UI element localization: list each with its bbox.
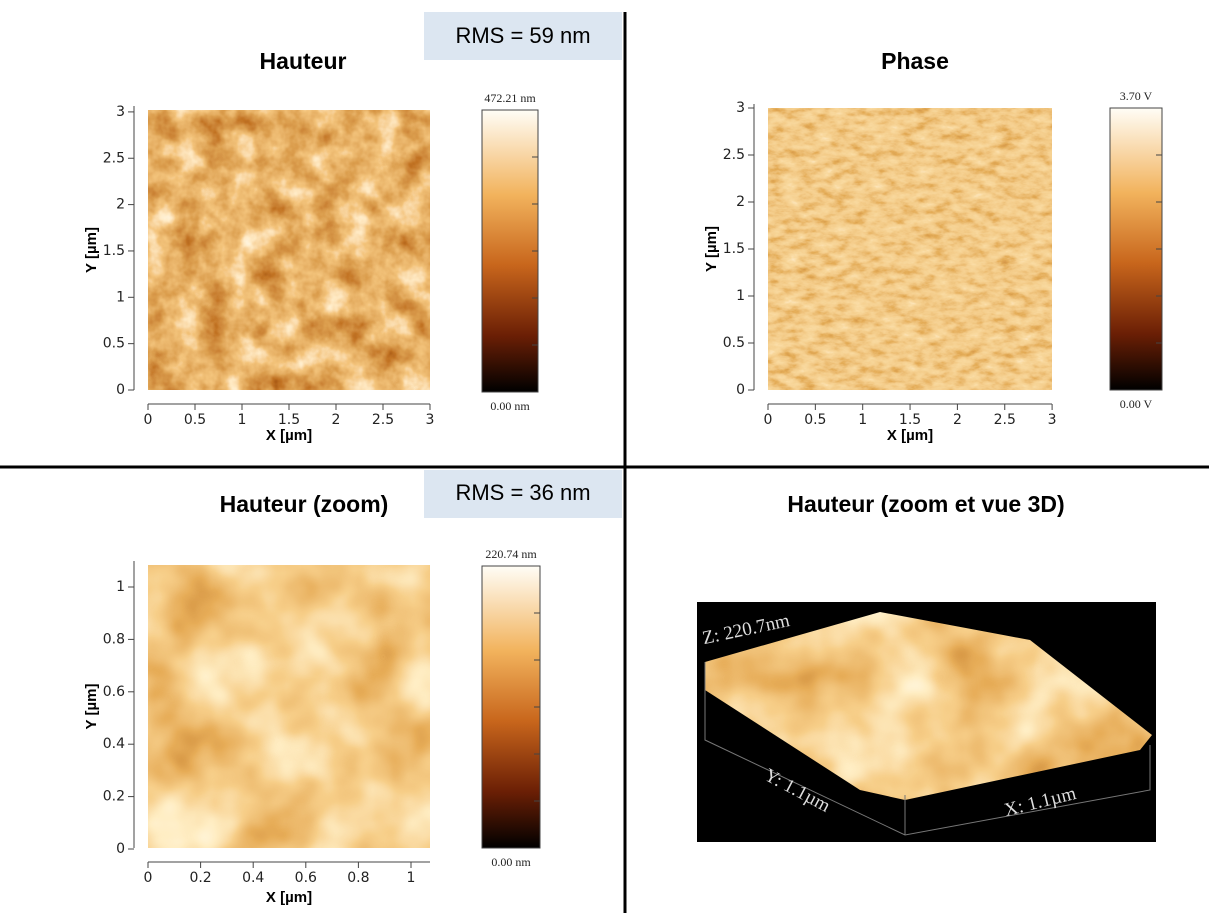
y-tick-label: 3	[116, 104, 125, 120]
x-tick-label: 3	[426, 412, 435, 428]
colorbar-min: 0.00 V	[1120, 397, 1153, 411]
x-tick-label: 0	[144, 412, 153, 428]
y-tick-label: 2	[116, 197, 125, 213]
x-axis-label: X [µm]	[887, 427, 933, 444]
y-tick-label: 3	[736, 100, 745, 116]
x-tick-label: 0.6	[295, 870, 317, 886]
y-tick-label: 1.5	[723, 241, 745, 257]
y-tick-label: 0.4	[103, 736, 125, 752]
colorbar-min: 0.00 nm	[491, 855, 531, 869]
x-axis-label: X [µm]	[266, 427, 312, 444]
afm-image	[148, 110, 430, 390]
x-tick-label: 1	[238, 412, 247, 428]
y-axis-label: Y [µm]	[83, 227, 100, 273]
x-axis-label: X [µm]	[266, 889, 312, 906]
rms-box	[424, 470, 622, 518]
panel-title: Hauteur (zoom et vue 3D)	[787, 491, 1064, 517]
x-tick-label: 0.4	[242, 870, 264, 886]
x-tick-label: 0.5	[184, 412, 206, 428]
y-tick-label: 2.5	[103, 150, 125, 166]
x-tick-label: 1.5	[899, 412, 921, 428]
panel-title: Hauteur (zoom)	[220, 491, 389, 517]
x-tick-label: 0.2	[189, 870, 211, 886]
colorbar-max: 220.74 nm	[485, 547, 537, 561]
rms-label: RMS = 59 nm	[455, 23, 590, 48]
y-axis-label: Y [µm]	[703, 226, 720, 272]
colorbar-max: 3.70 V	[1120, 89, 1153, 103]
x-tick-label: 2	[953, 412, 962, 428]
x-tick-label: 2.5	[994, 412, 1016, 428]
y-tick-label: 2.5	[723, 147, 745, 163]
y-tick-label: 0.5	[103, 336, 125, 352]
panel-title: Hauteur	[260, 48, 347, 74]
box-3d	[704, 662, 1151, 836]
colorbar	[1109, 107, 1163, 391]
x-tick-label: 0.5	[804, 412, 826, 428]
panel-title: Phase	[881, 48, 949, 74]
y-tick-label: 0.5	[723, 335, 745, 351]
colorbar-max: 472.21 nm	[484, 91, 536, 105]
y-tick-label: 1	[736, 288, 745, 304]
rms-label: RMS = 36 nm	[455, 480, 590, 505]
x-tick-label: 1	[858, 412, 867, 428]
x-tick-label: 2.5	[372, 412, 394, 428]
colorbar-min: 0.00 nm	[490, 399, 530, 413]
x-tick-label: 1	[407, 870, 416, 886]
x-tick-label: 1.5	[278, 412, 300, 428]
y-tick-label: 0.2	[103, 789, 125, 805]
y-tick-label: 0	[736, 382, 745, 398]
x-tick-label: 2	[332, 412, 341, 428]
colorbar	[481, 109, 539, 393]
x-tick-label: 0.8	[347, 870, 369, 886]
y-tick-label: 0.8	[103, 631, 125, 647]
y-tick-label: 1	[116, 289, 125, 305]
y-axis-label: Y [µm]	[83, 684, 100, 730]
x-tick-label: 0	[144, 870, 153, 886]
y-tick-label: 0	[116, 841, 125, 857]
colorbar	[481, 565, 541, 849]
y-tick-label: 0	[116, 382, 125, 398]
afm-image	[768, 108, 1052, 390]
y-tick-label: 0.6	[103, 684, 125, 700]
y-tick-label: 1	[116, 579, 125, 595]
afm-image	[148, 565, 430, 848]
x-tick-label: 0	[764, 412, 773, 428]
y-tick-label: 2	[736, 194, 745, 210]
rms-box	[424, 12, 622, 60]
y-tick-label: 1.5	[103, 243, 125, 259]
x-tick-label: 3	[1048, 412, 1057, 428]
